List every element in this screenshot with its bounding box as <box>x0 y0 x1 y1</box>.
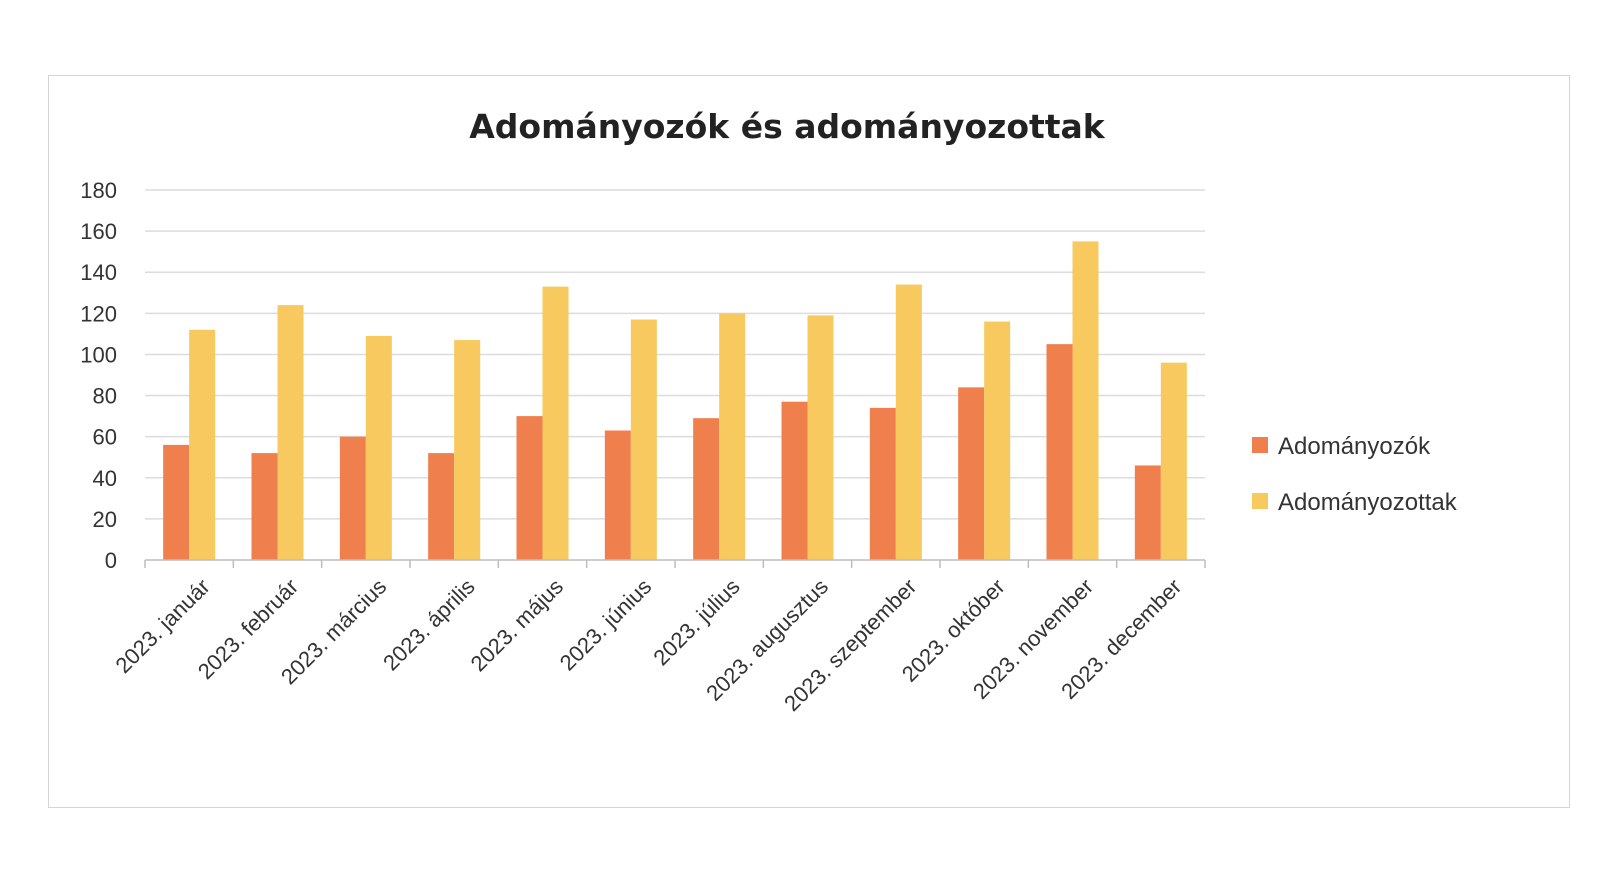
bar <box>781 401 808 560</box>
bars <box>163 241 1187 560</box>
bar <box>807 315 834 560</box>
bar <box>1072 241 1099 560</box>
y-tick-label: 100 <box>80 342 117 367</box>
bar <box>277 305 304 560</box>
bar <box>693 418 720 560</box>
bar <box>895 284 922 560</box>
bar <box>869 407 896 560</box>
bar <box>1134 465 1161 560</box>
bar <box>719 313 746 560</box>
bar <box>984 321 1011 560</box>
x-tick-label: 2023. április <box>378 574 480 676</box>
bar <box>516 416 543 560</box>
bar <box>428 453 455 560</box>
bar <box>630 319 657 560</box>
bar <box>339 436 366 560</box>
bar <box>1160 362 1187 560</box>
y-tick-label: 80 <box>93 384 117 409</box>
x-tick-label: 2023. július <box>648 574 744 670</box>
y-tick-label: 120 <box>80 301 117 326</box>
bar <box>1046 344 1073 560</box>
legend: Adományozók Adományozottak <box>1252 433 1458 516</box>
legend-label: Adományozottak <box>1278 489 1458 516</box>
y-tick-label: 20 <box>93 507 117 532</box>
bar <box>604 430 631 560</box>
bar <box>542 286 569 560</box>
bar <box>958 387 985 560</box>
gridlines <box>145 189 1205 520</box>
bar <box>454 340 481 560</box>
y-tick-label: 0 <box>105 548 117 573</box>
y-tick-label: 60 <box>93 425 117 450</box>
legend-swatch <box>1252 493 1268 509</box>
y-tick-label: 180 <box>80 178 117 203</box>
bar <box>251 453 278 560</box>
legend-label: Adományozók <box>1278 433 1431 460</box>
bar <box>365 335 392 560</box>
y-tick-label: 40 <box>93 466 117 491</box>
bar <box>163 444 190 560</box>
y-axis-ticks: 0 20 40 60 80 100 120 140 160 180 <box>80 178 117 573</box>
x-tick-label: 2023. május <box>466 574 568 676</box>
bar <box>189 329 216 560</box>
chart-title: Adományozók és adományozottak <box>469 107 1106 146</box>
legend-swatch <box>1252 437 1268 453</box>
x-tick-label: 2023. június <box>555 574 657 676</box>
y-tick-label: 160 <box>80 219 117 244</box>
y-tick-label: 140 <box>80 260 117 285</box>
